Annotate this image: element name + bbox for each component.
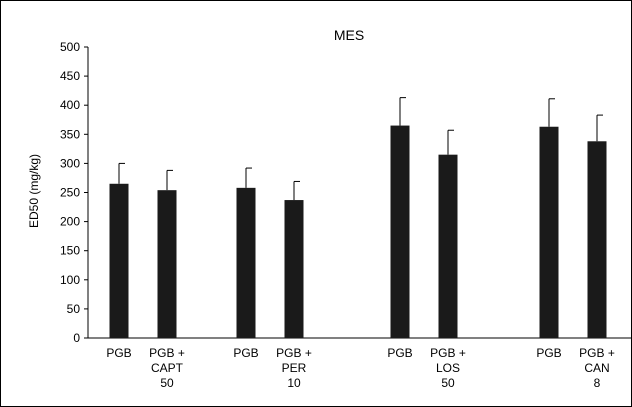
- bar: [587, 141, 607, 338]
- y-tick-label: 200: [60, 215, 80, 229]
- y-tick-label: 250: [60, 186, 80, 200]
- bar: [438, 154, 458, 338]
- y-axis: 0 50 100 150 200 250 300 350 400 450 500: [60, 40, 89, 345]
- y-axis-label: ED50 (mg/kg): [27, 154, 41, 228]
- x-category-label: 8: [594, 376, 601, 390]
- y-tick-label: 50: [67, 302, 81, 316]
- y-tick-label: 450: [60, 69, 80, 83]
- bar: [284, 200, 304, 338]
- bar: [236, 187, 256, 338]
- bar: [390, 125, 410, 338]
- x-category-label: PGB +: [579, 346, 615, 360]
- x-category-label: PGB: [233, 346, 258, 360]
- x-category-label: 10: [287, 376, 301, 390]
- bar: [157, 190, 177, 338]
- bars: [109, 97, 607, 338]
- x-category-label: LOS: [436, 361, 460, 375]
- x-category-label: 50: [160, 376, 174, 390]
- bar: [109, 183, 129, 338]
- bar: [539, 126, 559, 338]
- x-category-label: PGB: [106, 346, 131, 360]
- y-tick-label: 100: [60, 273, 80, 287]
- chart-title: MES: [334, 27, 364, 43]
- x-category-label: CAN: [584, 361, 609, 375]
- y-tick-label: 150: [60, 244, 80, 258]
- x-category-label: PER: [282, 361, 307, 375]
- x-category-label: 50: [441, 376, 455, 390]
- y-tick-label: 400: [60, 98, 80, 112]
- x-category-label: CAPT: [151, 361, 184, 375]
- y-tick-label: 0: [73, 331, 80, 345]
- y-tick-label: 500: [60, 40, 80, 54]
- x-category-label: PGB +: [149, 346, 185, 360]
- x-category-label: PGB +: [430, 346, 466, 360]
- y-tick-label: 350: [60, 127, 80, 141]
- x-category-label: PGB +: [276, 346, 312, 360]
- y-tick-label: 300: [60, 156, 80, 170]
- x-category-label: PGB: [536, 346, 561, 360]
- x-category-label: PGB: [387, 346, 412, 360]
